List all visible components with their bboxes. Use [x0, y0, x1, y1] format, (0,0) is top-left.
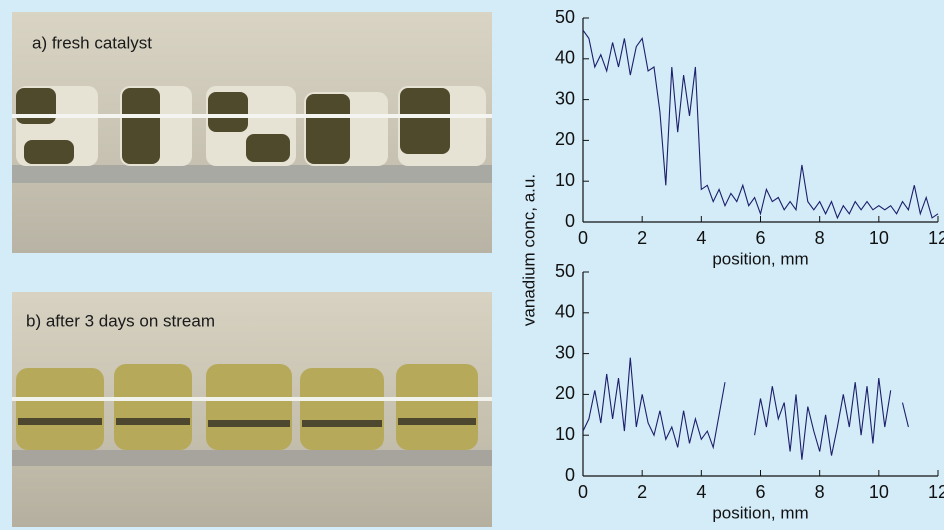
y-tick-label: 30: [555, 88, 575, 108]
photo-fresh: a) fresh catalyst: [12, 12, 492, 253]
y-tick-label: 50: [555, 261, 575, 281]
y-tick-label: 10: [555, 170, 575, 190]
x-tick-label: 2: [637, 228, 647, 248]
x-tick-label: 2: [637, 482, 647, 502]
y-tick-label: 30: [555, 342, 575, 362]
x-tick-label: 10: [869, 482, 889, 502]
y-tick-label: 0: [565, 211, 575, 231]
x-tick-label: 4: [696, 482, 706, 502]
y-tick-label: 20: [555, 383, 575, 403]
photo-aged: b) after 3 days on stream: [12, 292, 492, 527]
x-tick-label: 8: [815, 228, 825, 248]
y-axis-label: vanadium conc, a.u.: [519, 174, 538, 326]
y-tick-label: 50: [555, 7, 575, 27]
x-tick-label: 12: [928, 482, 944, 502]
x-tick-label: 10: [869, 228, 889, 248]
y-tick-label: 40: [555, 48, 575, 68]
y-tick-label: 20: [555, 129, 575, 149]
x-tick-label: 0: [578, 228, 588, 248]
x-tick-label: 4: [696, 228, 706, 248]
data-line: [583, 358, 908, 460]
x-axis-label: position, mm: [712, 503, 808, 522]
y-tick-label: 0: [565, 465, 575, 485]
y-tick-label: 10: [555, 424, 575, 444]
y-tick-label: 40: [555, 302, 575, 322]
data-line: [583, 30, 938, 218]
photo-label: b) after 3 days on stream: [26, 311, 215, 330]
x-tick-label: 12: [928, 228, 944, 248]
x-tick-label: 8: [815, 482, 825, 502]
x-tick-label: 0: [578, 482, 588, 502]
x-tick-label: 6: [755, 482, 765, 502]
figure-canvas: a) fresh catalyst b) after 3 days on str…: [0, 0, 944, 530]
x-axis-label: position, mm: [712, 249, 808, 268]
figure: a) fresh catalyst b) after 3 days on str…: [0, 0, 944, 530]
photo-label: a) fresh catalyst: [32, 33, 152, 52]
x-tick-label: 6: [755, 228, 765, 248]
